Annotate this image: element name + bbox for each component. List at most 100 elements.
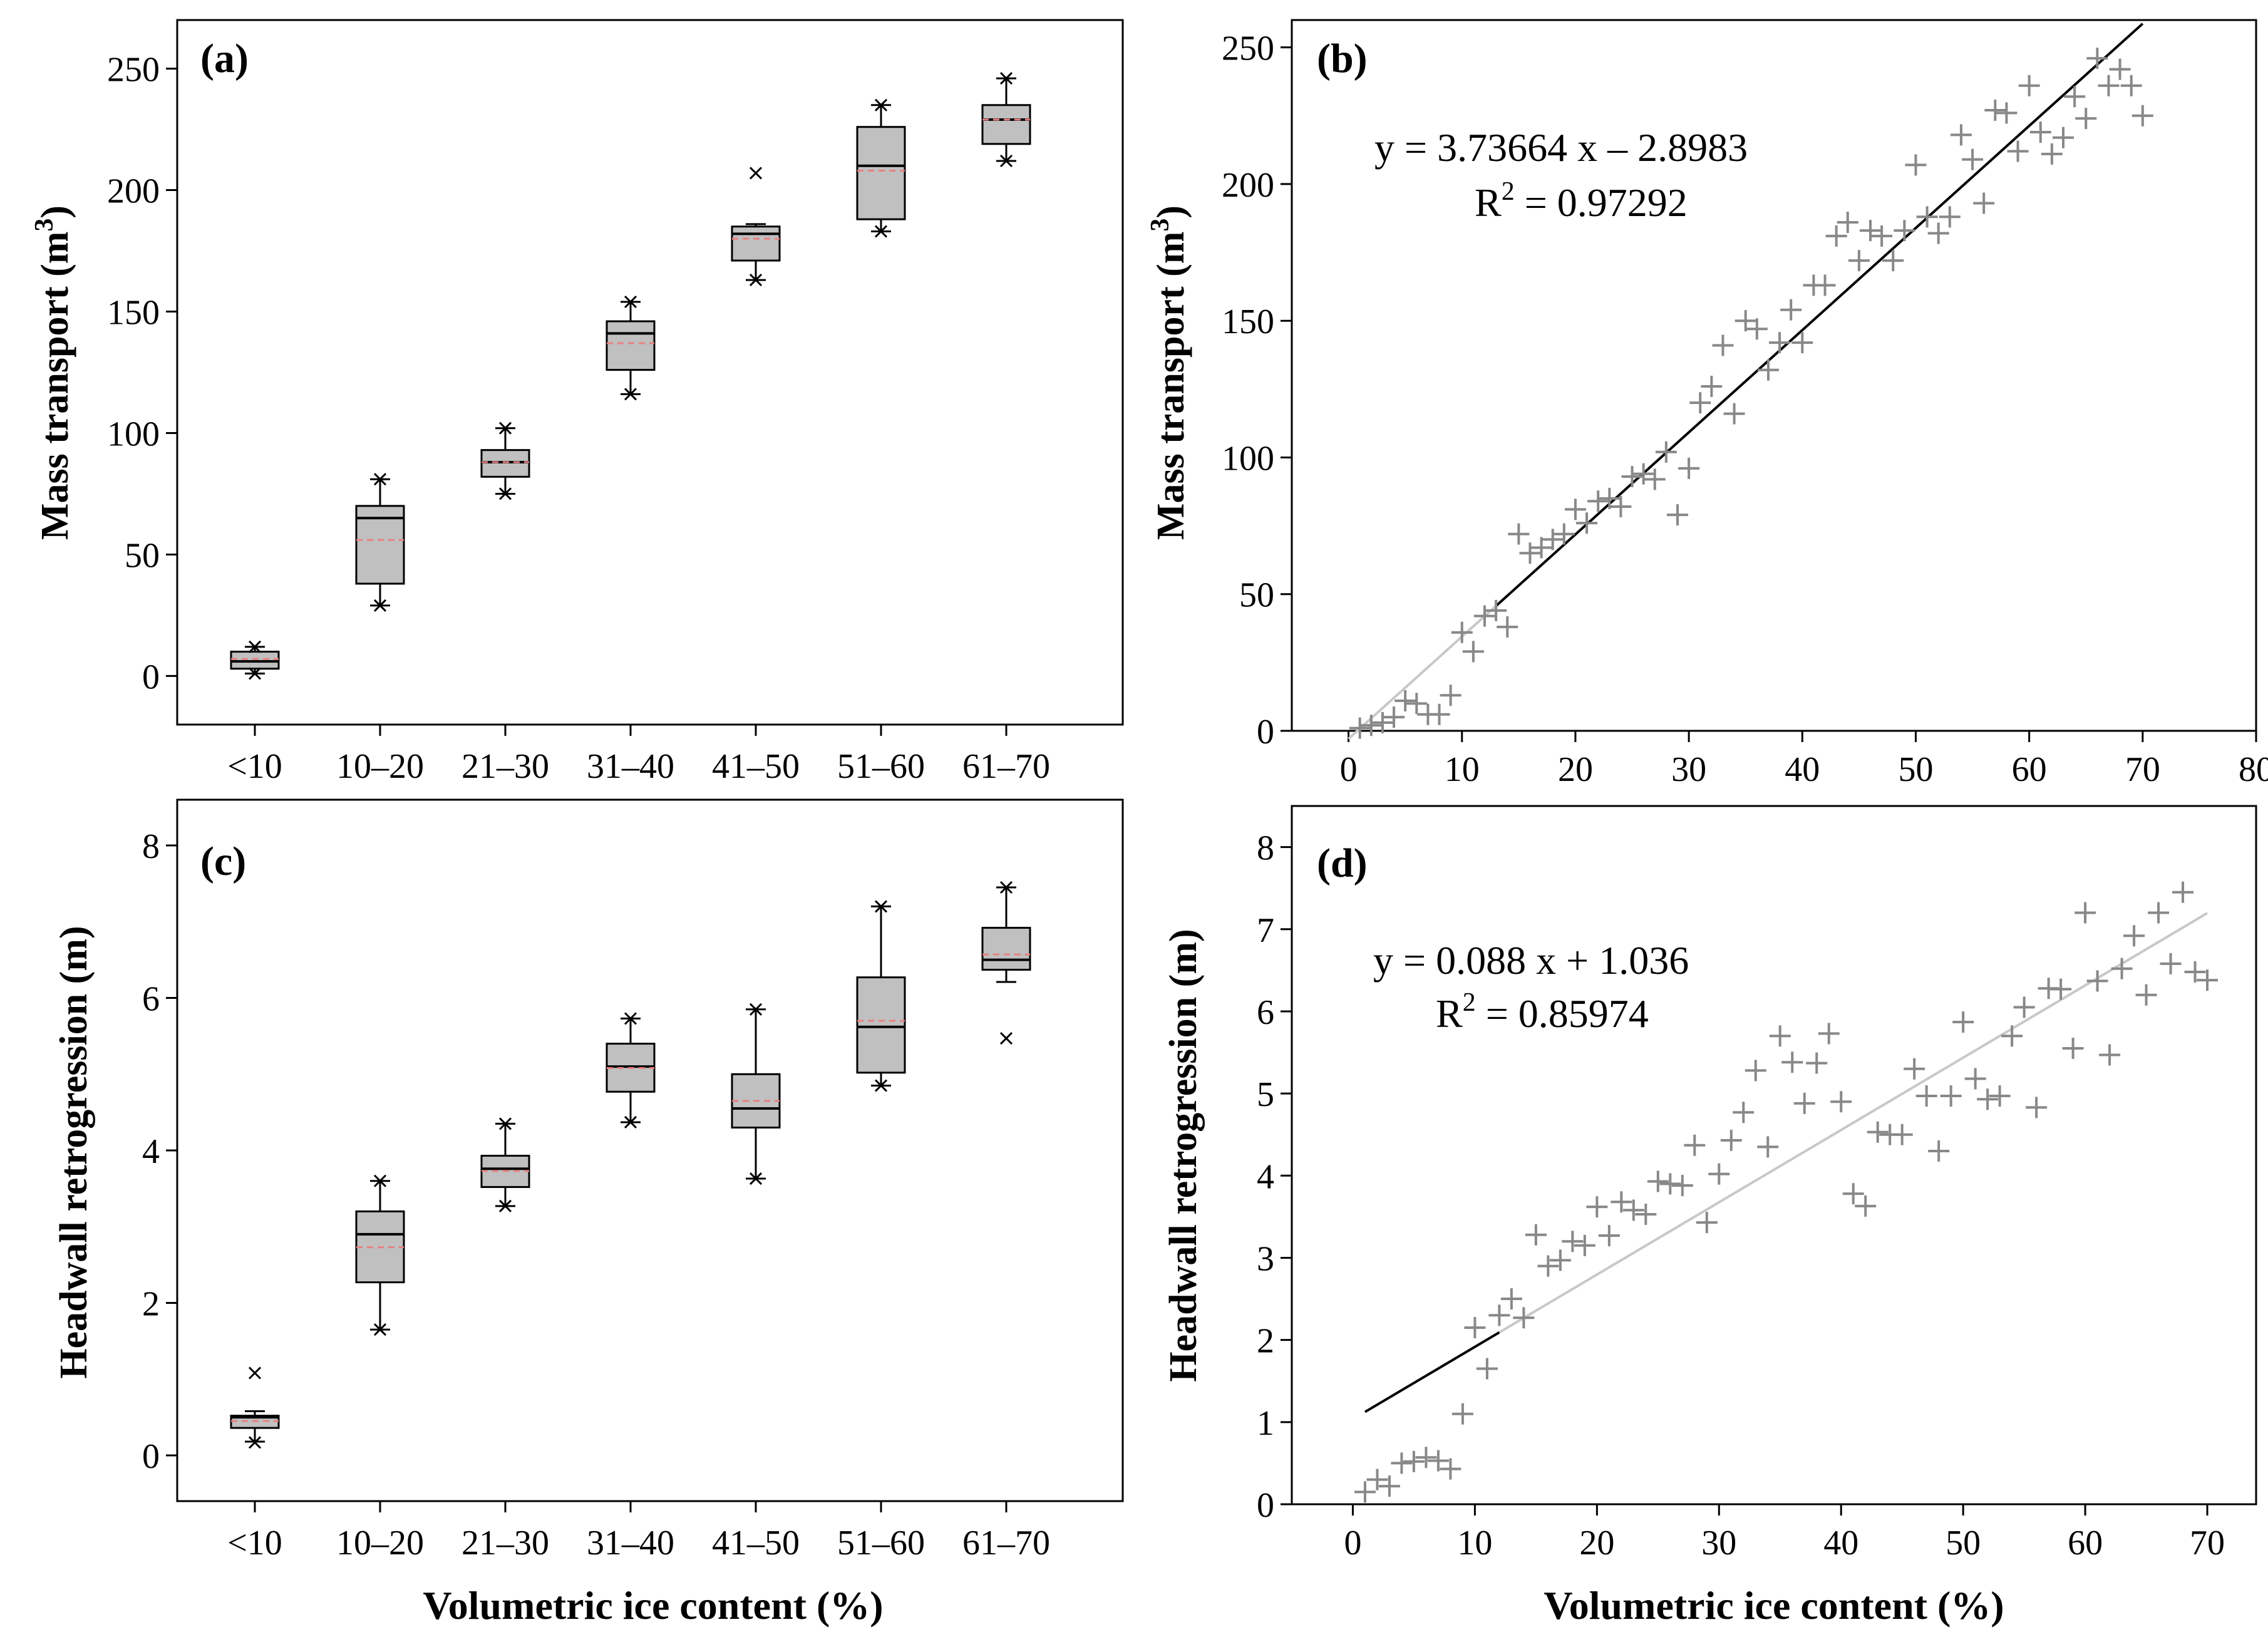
a-outlier-marker <box>874 225 888 238</box>
a-box <box>606 320 656 371</box>
a-x-tick-label: 61–70 <box>962 747 1050 786</box>
b-y-tick-label: 0 <box>1257 713 1274 751</box>
c-y-tick-label: 0 <box>142 1437 160 1476</box>
d-data-point <box>1647 1170 1669 1192</box>
c-x-tick-label: 51–60 <box>837 1524 925 1562</box>
b-data-point <box>1814 274 1836 296</box>
d-data-point <box>1574 1234 1595 1256</box>
d-x-tick-label: 60 <box>2068 1524 2103 1562</box>
b-data-point <box>1769 332 1791 354</box>
a-x-tick-label: 31–40 <box>587 747 674 786</box>
b-data-point <box>2053 127 2074 148</box>
b-data-point <box>1451 621 1473 643</box>
d-y-tick-label: 5 <box>1257 1075 1274 1114</box>
panel-c-y-ticks: 0 2 4 6 8 <box>142 827 177 1476</box>
c-y-tick-label: 8 <box>142 827 160 866</box>
d-x-tick-label: 50 <box>1946 1524 1981 1562</box>
panel-d-y-axis-label: Headwall retrogression (m) <box>1162 929 1205 1382</box>
d-data-point <box>2184 961 2206 983</box>
a-y-tick-label: 200 <box>107 172 160 211</box>
panel-a-mass-transport-boxplot: (a) Mass transport (m3) 050100150200250 … <box>30 19 1124 786</box>
c-outlier-stroke <box>999 1031 1013 1045</box>
a-x-tick-label: <10 <box>227 747 282 786</box>
b-data-point <box>1474 605 1495 627</box>
b-data-point <box>1610 496 1632 518</box>
b-data-point <box>1735 310 1756 332</box>
d-data-point <box>2050 978 2072 1000</box>
d-data-point <box>2026 1097 2048 1118</box>
b-data-point <box>1564 498 1586 520</box>
a-x-tick-label: 21–30 <box>461 747 549 786</box>
b-data-point <box>1542 529 1564 550</box>
b-data-point <box>2120 75 2142 96</box>
panel-d-r-squared: R2 = 0.85974 <box>1436 988 1649 1036</box>
d-data-point <box>1403 1450 1425 1472</box>
d-data-point <box>2086 970 2108 992</box>
panel-d-label: (d) <box>1317 840 1368 886</box>
d-data-point <box>2075 902 2096 924</box>
d-data-point <box>2123 925 2145 947</box>
a-outlier-stroke <box>624 295 637 309</box>
panel-d-y-ticks: 0 1 2 3 4 5 6 7 8 <box>1257 829 1292 1525</box>
b-y-tick-label: 100 <box>1222 439 1274 478</box>
c-y-tick-label: 4 <box>142 1132 160 1171</box>
c-outlier-marker <box>874 900 888 913</box>
c-x-tick-label: 21–30 <box>461 1524 549 1562</box>
d-data-point <box>2001 1025 2023 1047</box>
a-outlier-stroke <box>373 599 387 612</box>
b-data-point <box>1939 206 1961 228</box>
b-data-point <box>1360 715 1382 736</box>
d-y-tick-label: 0 <box>1257 1486 1274 1525</box>
d-data-point <box>2013 996 2035 1018</box>
a-outlier-marker <box>373 473 387 486</box>
a-outlier-stroke <box>498 487 512 500</box>
a-outlier-stroke <box>749 274 763 287</box>
d-data-point <box>1757 1136 1779 1158</box>
panel-a-boxes <box>230 72 1031 680</box>
a-box <box>856 126 906 220</box>
b-data-point <box>2086 48 2108 70</box>
d-data-point <box>1855 1195 1877 1217</box>
panel-b-x-ticks: 0 10 20 30 40 50 60 70 80 <box>1340 731 2268 789</box>
a-outlier-marker <box>749 274 763 287</box>
b-data-point <box>1848 250 1870 272</box>
c-box <box>856 976 906 1074</box>
d-data-point <box>1964 1068 1986 1090</box>
c-outlier-stroke <box>874 900 888 913</box>
b-y-tick-label: 50 <box>1239 576 1274 615</box>
d-data-point <box>1989 1085 2011 1107</box>
c-outlier-marker <box>999 1031 1013 1045</box>
b-data-point <box>1962 148 1984 170</box>
b-x-tick-label: 80 <box>2239 750 2268 789</box>
b-data-point <box>2041 143 2063 165</box>
b-data-point <box>1587 490 1609 512</box>
c-outlier-stroke <box>624 1115 637 1129</box>
b-data-point <box>1882 250 1904 272</box>
d-data-point <box>1891 1123 1913 1145</box>
b-data-point <box>1406 693 1428 715</box>
c-outlier-stroke <box>874 1079 888 1092</box>
panel-b-label: (b) <box>1317 36 1368 81</box>
d-x-tick-label: 0 <box>1344 1524 1361 1562</box>
d-data-point <box>2111 958 2133 979</box>
b-x-tick-label: 50 <box>1898 750 1933 789</box>
c-x-tick-label: 10–20 <box>336 1524 424 1562</box>
c-x-tick-label: 31–40 <box>587 1524 674 1562</box>
d-data-point <box>1451 1403 1473 1425</box>
b-data-point <box>2018 75 2040 96</box>
b-data-point <box>1440 684 1461 706</box>
b-data-point <box>1825 225 1847 247</box>
b-data-point <box>1927 222 1949 244</box>
d-data-point <box>1904 1058 1925 1080</box>
b-data-point <box>1791 332 1813 354</box>
d-data-point <box>1391 1452 1413 1474</box>
d-x-tick-label: 20 <box>1579 1524 1614 1562</box>
b-data-point <box>1394 689 1416 711</box>
a-outlier-stroke <box>749 167 763 180</box>
a-y-tick-label: 0 <box>142 658 160 696</box>
a-outlier-stroke <box>874 225 888 238</box>
d-data-point <box>1586 1196 1608 1218</box>
b-data-point <box>1667 504 1688 526</box>
b-data-point <box>2075 108 2097 130</box>
d-data-point <box>1366 1469 1388 1490</box>
